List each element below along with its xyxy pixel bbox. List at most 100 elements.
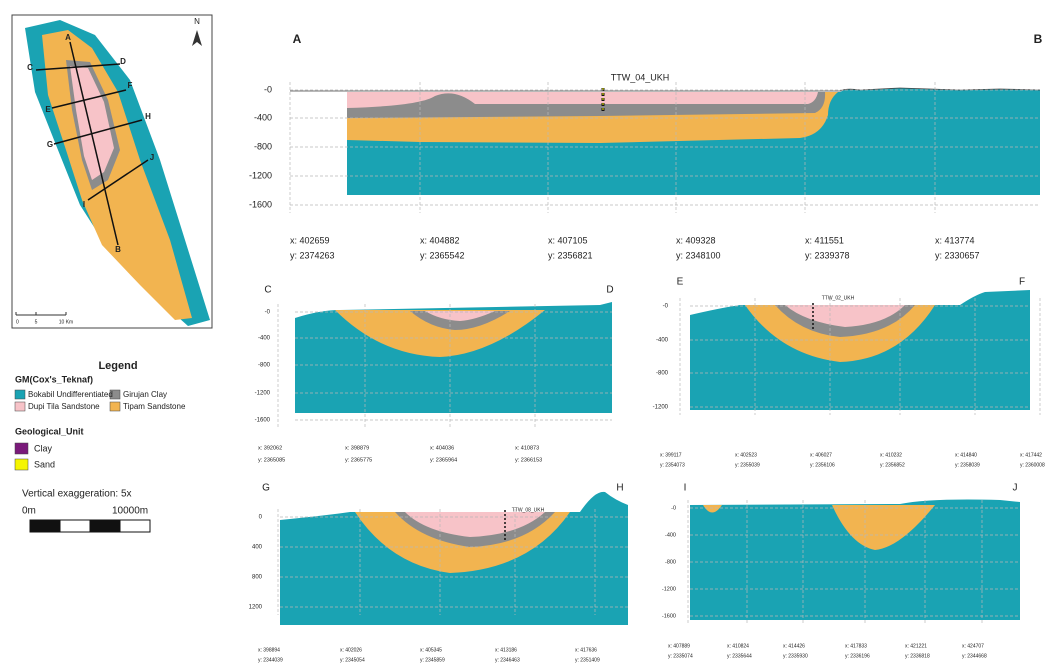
coord-x: x: 404882 bbox=[420, 235, 460, 245]
coord-y: y: 2365542 bbox=[420, 250, 465, 260]
section-start: A bbox=[293, 32, 302, 46]
dupitila bbox=[347, 92, 818, 108]
coord-y: y: 2336196 bbox=[845, 653, 870, 659]
legend-group: GM(Cox's_Teknaf) bbox=[15, 374, 93, 384]
y-tick-label: -1600 bbox=[255, 418, 271, 424]
coord-x: x: 413774 bbox=[935, 235, 975, 245]
legend-group: Geological_Unit bbox=[15, 426, 84, 436]
coord-y: y: 2374263 bbox=[290, 250, 335, 260]
section-ef bbox=[690, 290, 1030, 410]
swatch bbox=[14, 458, 29, 471]
legend-item: Bokabil Undifferentiated bbox=[28, 390, 113, 399]
coord-y: y: 2354073 bbox=[660, 462, 685, 468]
y-tick-label: -400 bbox=[258, 336, 271, 342]
map-label: E bbox=[45, 105, 51, 114]
y-tick-label: -1200 bbox=[255, 391, 271, 397]
y-tick-label: -1200 bbox=[662, 586, 676, 592]
coord-y: y: 2365775 bbox=[345, 457, 372, 463]
y-tick-label: 800 bbox=[252, 575, 263, 581]
coord-y: y: 2356106 bbox=[810, 462, 835, 468]
y-tick-label: -0 bbox=[663, 304, 669, 310]
y-tick-label: -800 bbox=[254, 141, 272, 151]
coord-x: x: 402026 bbox=[340, 647, 362, 653]
map-label: A bbox=[65, 33, 71, 42]
section-cd bbox=[295, 302, 612, 413]
section-end: D bbox=[606, 285, 613, 296]
y-tick-label: -0 bbox=[264, 84, 272, 94]
map-label: C bbox=[27, 63, 33, 72]
coord-x: x: 392062 bbox=[258, 445, 282, 451]
coord-y: y: 2356821 bbox=[548, 250, 593, 260]
coord-y: y: 2355039 bbox=[735, 462, 760, 468]
map-label: D bbox=[120, 57, 126, 66]
coord-x: x: 405345 bbox=[420, 647, 442, 653]
coord-y: y: 2336818 bbox=[905, 653, 930, 659]
map-dupitila bbox=[70, 66, 114, 180]
coord-y: y: 2345054 bbox=[340, 657, 365, 663]
dupitila bbox=[785, 305, 905, 327]
coord-x: x: 398879 bbox=[345, 445, 369, 451]
section-start: C bbox=[264, 285, 271, 296]
legend-item: Tipam Sandstone bbox=[123, 402, 186, 411]
swatch bbox=[14, 401, 26, 412]
coord-x: x: 398894 bbox=[258, 647, 280, 653]
map-scale-bar bbox=[15, 312, 67, 316]
coord-y: y: 2356852 bbox=[880, 462, 905, 468]
coord-y: y: 2360008 bbox=[1020, 462, 1045, 468]
legend-item: Girujan Clay bbox=[123, 390, 167, 399]
coord-x: x: 424707 bbox=[962, 643, 984, 649]
section-end: B bbox=[1034, 32, 1043, 46]
y-tick-label: 1200 bbox=[249, 605, 263, 611]
coord-x: x: 417833 bbox=[845, 643, 867, 649]
section-start: E bbox=[677, 277, 684, 288]
coord-y: y: 2345859 bbox=[420, 657, 445, 663]
y-tick-label: -1200 bbox=[249, 170, 272, 180]
y-tick-label: -1600 bbox=[249, 199, 272, 209]
section-start: I bbox=[684, 483, 687, 494]
profile bbox=[290, 87, 1041, 92]
coord-y: y: 2365964 bbox=[430, 457, 457, 463]
legend-item: Clay bbox=[34, 443, 53, 453]
coord-x: x: 417636 bbox=[575, 647, 597, 653]
coord-x: x: 399117 bbox=[660, 452, 682, 458]
coord-y: y: 2346463 bbox=[495, 657, 520, 663]
coord-x: x: 404036 bbox=[430, 445, 454, 451]
y-tick-label: -1200 bbox=[653, 405, 669, 411]
north-arrow bbox=[192, 30, 202, 46]
coord-y: y: 2358039 bbox=[955, 462, 980, 468]
north-label: N bbox=[194, 17, 200, 26]
coord-x: x: 417442 bbox=[1020, 452, 1042, 458]
swatch bbox=[14, 389, 26, 400]
y-tick-label: 400 bbox=[252, 545, 263, 551]
tipam bbox=[703, 505, 722, 513]
legend-item: Sand bbox=[34, 459, 55, 469]
y-tick-label: -800 bbox=[258, 363, 271, 369]
coord-x: x: 413186 bbox=[495, 647, 517, 653]
legend-item: Dupi Tila Sandstone bbox=[28, 402, 100, 411]
coord-x: x: 410873 bbox=[515, 445, 539, 451]
y-tick-label: -400 bbox=[254, 112, 272, 122]
coord-y: y: 2330657 bbox=[935, 250, 980, 260]
scale-label: 0m bbox=[22, 506, 36, 517]
section-start: G bbox=[262, 483, 270, 494]
section-ab bbox=[290, 87, 1041, 195]
y-tick-label: -800 bbox=[665, 559, 676, 565]
section-gh bbox=[280, 491, 628, 625]
map-scale-label: 0 bbox=[16, 319, 19, 325]
well-label: TTW_02_UKH bbox=[822, 295, 855, 301]
legend bbox=[14, 389, 151, 533]
coord-y: y: 2335644 bbox=[727, 653, 752, 659]
location-map bbox=[11, 14, 213, 329]
exaggeration: Vertical exaggeration: 5x bbox=[22, 489, 132, 500]
map-section-lines bbox=[35, 41, 149, 246]
y-tick-label: -400 bbox=[656, 338, 669, 344]
coord-y: y: 2348100 bbox=[676, 250, 721, 260]
coord-x: x: 402523 bbox=[735, 452, 757, 458]
y-tick-label: 0 bbox=[259, 515, 263, 521]
coord-x: x: 410232 bbox=[880, 452, 902, 458]
coord-y: y: 2339378 bbox=[805, 250, 850, 260]
y-tick-label: -0 bbox=[671, 505, 676, 511]
map-label: F bbox=[128, 81, 133, 90]
map-label: G bbox=[47, 140, 53, 149]
